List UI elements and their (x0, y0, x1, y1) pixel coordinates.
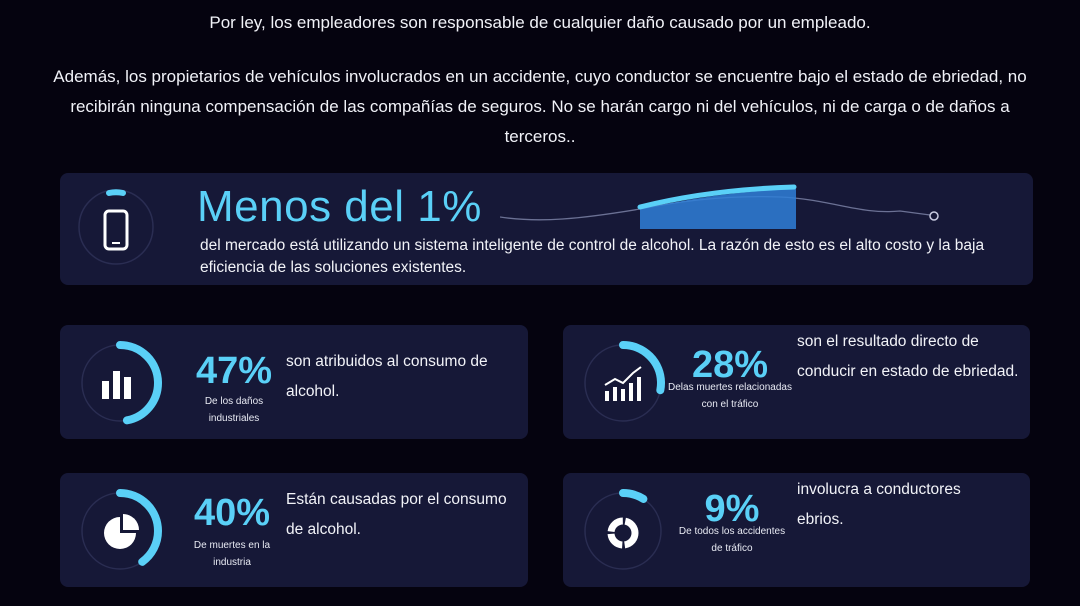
stat-caption: De los daños industriales (204, 396, 264, 424)
stat-text: involucra a conductores ebrios. (797, 481, 961, 528)
decorative-wave-icon (500, 184, 939, 229)
stat-card: 47% De los daños industriales son atribu… (60, 325, 528, 439)
bar-chart-icon (78, 341, 162, 425)
intro-line-1: Por ley, los empleadores son responsable… (209, 13, 871, 32)
stat-caption: De todos los accidentes de tráfico (678, 526, 786, 554)
stat-text: Están causadas por el consumo de alcohol… (286, 491, 507, 538)
intro-paragraph: Además, los propietarios de vehículos in… (53, 67, 1027, 146)
stat-value: 40% (193, 492, 271, 534)
stat-card: 9% De todos los accidentes de tráfico in… (563, 473, 1030, 587)
stat-text: son el resultado directo de conducir en … (797, 333, 1019, 380)
trend-chart-icon (581, 341, 665, 425)
hero-headline: Menos del 1% (197, 182, 482, 231)
hero-description: del mercado está utilizando un sistema i… (200, 237, 985, 276)
stat-card: 40% De muertes en la industria Están cau… (60, 473, 528, 587)
donut-chart-icon (581, 489, 665, 573)
stat-value: 9% (704, 488, 760, 530)
stat-caption: De muertes en la industria (193, 540, 271, 568)
smartphone-icon (78, 189, 154, 265)
hero-card: Menos del 1% del mercado está utilizando… (60, 173, 1033, 285)
pie-chart-icon (78, 489, 162, 573)
stat-value: 28% (691, 344, 769, 386)
stat-card: 28% Delas muertes relacionadas con el tr… (563, 325, 1030, 439)
stat-value: 47% (195, 350, 273, 392)
stat-text: son atribuidos al consumo de alcohol. (286, 353, 488, 400)
stat-caption: Delas muertes relacionadas con el tráfic… (668, 382, 792, 410)
